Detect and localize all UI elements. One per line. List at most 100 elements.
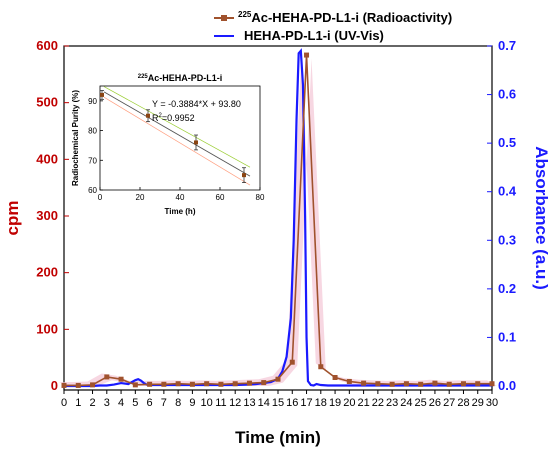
radioactivity-point xyxy=(346,378,352,384)
radioactivity-point xyxy=(418,381,424,387)
inset-data-point xyxy=(242,173,246,178)
radioactivity-point xyxy=(460,381,466,387)
inset-x-tick-label: 40 xyxy=(176,193,185,202)
x-tick-label: 23 xyxy=(386,397,398,409)
legend: 225Ac-HEHA-PD-L1-i (Radioactivity) HEHA-… xyxy=(214,10,452,43)
radioactivity-point xyxy=(289,359,295,365)
x-tick-label: 29 xyxy=(472,397,484,409)
inset-title: 225Ac-HEHA-PD-L1-i xyxy=(138,73,223,83)
inset-y-tick-label: 90 xyxy=(88,97,97,106)
right-tick-label: 0.7 xyxy=(498,38,516,53)
radioactivity-point xyxy=(147,381,153,387)
right-tick-label: 0.0 xyxy=(498,378,516,393)
radioactivity-point xyxy=(489,381,495,387)
right-tick-label: 0.4 xyxy=(498,184,517,199)
inset-chart: 225Ac-HEHA-PD-L1-i 0 20 40 60 80 60 70 80 90 Tim… xyxy=(71,73,265,216)
inset-data-point xyxy=(194,140,198,145)
series-layer xyxy=(59,48,497,388)
left-axis-ticks: 0 100 200 300 400 500 600 xyxy=(36,38,69,393)
x-tick-label: 3 xyxy=(104,397,110,409)
legend-radioactivity-name: Ac-HEHA-PD-L1-i (Radioactivity) xyxy=(251,10,452,25)
inset-fit-line xyxy=(103,91,251,177)
right-tick-label: 0.2 xyxy=(498,281,516,296)
x-tick-label: 16 xyxy=(286,397,298,409)
x-tick-label: 15 xyxy=(272,397,284,409)
left-tick-label: 300 xyxy=(36,208,58,223)
radioactivity-point xyxy=(332,375,338,380)
radioactivity-error-band xyxy=(59,51,497,387)
inset-data-layer xyxy=(100,86,251,186)
x-tick-label: 10 xyxy=(201,397,213,409)
left-tick-label: 600 xyxy=(36,38,58,53)
inset-upper-band xyxy=(103,86,251,168)
radioactivity-point xyxy=(118,376,124,382)
inset-r2-value: =0.9952 xyxy=(162,113,195,123)
x-tick-label: 4 xyxy=(118,397,124,409)
x-tick-label: 0 xyxy=(61,397,67,409)
radioactivity-point xyxy=(104,374,110,380)
radioactivity-point xyxy=(432,380,438,386)
x-tick-label: 25 xyxy=(415,397,427,409)
x-tick-label: 14 xyxy=(258,397,270,409)
inset-r2: R2=0.9952 xyxy=(152,113,195,123)
radioactivity-point xyxy=(61,382,67,388)
x-tick-label: 13 xyxy=(243,397,255,409)
left-tick-label: 400 xyxy=(36,151,58,166)
x-tick-label: 5 xyxy=(132,397,138,409)
x-tick-label: 26 xyxy=(429,397,441,409)
radioactivity-point xyxy=(318,364,324,370)
right-tick-label: 0.5 xyxy=(498,135,516,150)
x-tick-label: 17 xyxy=(300,397,312,409)
inset-x-tick-label: 80 xyxy=(256,193,265,202)
x-tick-label: 2 xyxy=(89,397,95,409)
radioactivity-point xyxy=(403,381,409,387)
radioactivity-series-line xyxy=(64,55,492,387)
right-tick-label: 0.1 xyxy=(498,329,516,344)
x-tick-label: 9 xyxy=(189,397,195,409)
left-tick-label: 500 xyxy=(36,95,58,110)
right-axis-title: Absorbance (a.u.) xyxy=(532,146,550,290)
radioactivity-point xyxy=(275,376,281,382)
inset-r2-label: R xyxy=(152,113,159,123)
x-tick-label: 27 xyxy=(443,397,455,409)
inset-lower-band xyxy=(103,96,251,186)
x-tick-label: 30 xyxy=(486,397,498,409)
x-tick-label: 20 xyxy=(343,397,355,409)
legend-radioactivity-marker xyxy=(221,15,227,21)
radioactivity-point xyxy=(175,381,181,387)
radioactivity-point xyxy=(75,382,81,388)
inset-data-point xyxy=(100,92,104,97)
inset-y-tick-label: 80 xyxy=(88,127,97,136)
x-tick-label: 6 xyxy=(147,397,153,409)
x-axis-ticks: 0 1 2 3 4 5 6 7 8 9 10 11 12 13 14 15 16 17 18 19 20 21 22 23 24… xyxy=(61,390,498,409)
legend-radioactivity-sup: 225 xyxy=(238,10,252,19)
radioactivity-point xyxy=(232,381,238,387)
radioactivity-point xyxy=(132,382,138,388)
x-tick-label: 21 xyxy=(357,397,369,409)
radioactivity-point xyxy=(361,380,367,386)
x-tick-label: 19 xyxy=(329,397,341,409)
x-axis-title: Time (min) xyxy=(235,428,321,447)
inset-x-tick-label: 20 xyxy=(136,193,145,202)
inset-y-label: Radiochemical Purity (%) xyxy=(71,90,80,186)
left-axis-title: cpm xyxy=(3,201,22,236)
x-tick-label: 22 xyxy=(372,397,384,409)
radioactivity-point xyxy=(204,381,210,387)
radioactivity-point xyxy=(161,381,167,387)
x-tick-label: 7 xyxy=(161,397,167,409)
radioactivity-point xyxy=(90,382,96,388)
radioactivity-point xyxy=(446,381,452,387)
radioactivity-point xyxy=(218,381,224,387)
inset-r2-sup: 2 xyxy=(159,113,163,119)
radioactivity-point xyxy=(189,381,195,387)
uv-vis-series-line xyxy=(64,48,492,388)
left-tick-label: 100 xyxy=(36,321,58,336)
radioactivity-point xyxy=(246,380,252,386)
inset-title-sup: 225 xyxy=(138,74,149,80)
radioactivity-point xyxy=(389,381,395,387)
x-tick-label: 28 xyxy=(457,397,469,409)
inset-x-tick-label: 0 xyxy=(98,193,103,202)
inset-ticks: 0 20 40 60 80 60 70 80 90 xyxy=(88,97,265,202)
